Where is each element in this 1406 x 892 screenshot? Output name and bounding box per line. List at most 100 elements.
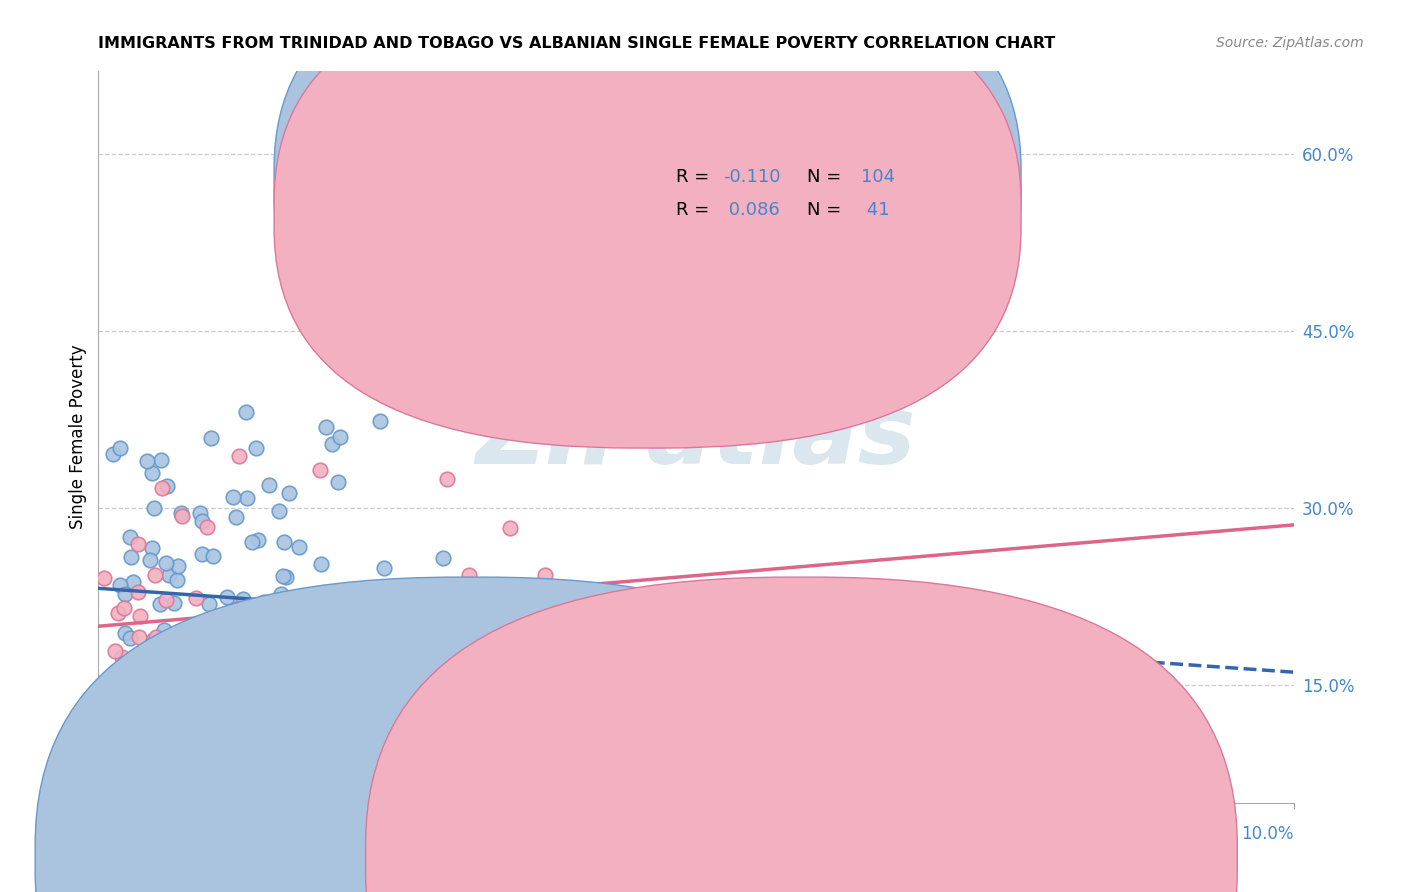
- Text: ZIPatlas: ZIPatlas: [475, 391, 917, 483]
- Point: [270, 587, 292, 601]
- Point: [288, 541, 311, 555]
- Point: [170, 506, 193, 520]
- Point: [419, 697, 441, 711]
- Point: [201, 742, 224, 756]
- Point: [392, 675, 415, 690]
- Text: R =: R =: [676, 202, 714, 219]
- Point: [159, 679, 181, 693]
- Point: [226, 617, 249, 632]
- Point: [190, 664, 212, 678]
- Point: [146, 692, 169, 706]
- Point: [184, 591, 207, 606]
- Point: [242, 662, 264, 676]
- Point: [325, 588, 347, 602]
- Point: [107, 606, 129, 620]
- Point: [141, 541, 163, 556]
- Point: [260, 601, 283, 615]
- Y-axis label: Single Female Poverty: Single Female Poverty: [69, 345, 87, 529]
- Point: [153, 623, 176, 637]
- Point: [593, 741, 616, 756]
- Text: N =: N =: [807, 169, 846, 186]
- Point: [360, 618, 382, 632]
- Point: [112, 683, 135, 698]
- Point: [315, 420, 337, 434]
- FancyBboxPatch shape: [274, 0, 1021, 415]
- Point: [524, 595, 547, 609]
- Point: [276, 570, 298, 584]
- Point: [180, 745, 202, 759]
- Point: [329, 430, 352, 444]
- Point: [225, 509, 247, 524]
- Point: [163, 596, 186, 610]
- Point: [166, 558, 188, 573]
- Point: [127, 585, 149, 599]
- Point: [273, 534, 295, 549]
- Point: [534, 568, 557, 582]
- Point: [236, 687, 259, 701]
- Point: [191, 547, 214, 561]
- Point: [364, 705, 387, 719]
- Point: [103, 644, 125, 658]
- Text: Source: ZipAtlas.com: Source: ZipAtlas.com: [1216, 36, 1364, 50]
- Point: [309, 463, 332, 477]
- Point: [359, 615, 381, 629]
- Point: [294, 784, 316, 798]
- Point: [120, 549, 142, 564]
- Point: [142, 501, 165, 516]
- Text: Albanians: Albanians: [823, 851, 897, 865]
- Point: [202, 660, 225, 674]
- Point: [108, 578, 131, 592]
- Text: 0.086: 0.086: [724, 202, 780, 219]
- Point: [247, 533, 270, 548]
- Text: 41: 41: [860, 202, 890, 219]
- Text: 104: 104: [860, 169, 896, 186]
- Point: [330, 765, 353, 780]
- Point: [198, 597, 221, 611]
- Point: [266, 779, 288, 793]
- Point: [166, 573, 188, 587]
- Point: [148, 658, 170, 673]
- Point: [190, 514, 212, 528]
- Point: [183, 643, 205, 657]
- Point: [328, 475, 350, 489]
- Point: [472, 618, 495, 632]
- Point: [135, 454, 157, 468]
- Point: [498, 627, 520, 641]
- Point: [278, 598, 301, 612]
- Point: [141, 467, 163, 481]
- Point: [228, 449, 250, 463]
- Point: [170, 509, 193, 524]
- Point: [271, 568, 294, 582]
- Point: [179, 659, 201, 673]
- Point: [145, 568, 167, 582]
- Point: [114, 587, 136, 601]
- Point: [245, 441, 267, 455]
- Point: [235, 405, 257, 419]
- Point: [299, 679, 322, 693]
- Point: [368, 413, 391, 427]
- Point: [128, 630, 150, 644]
- Point: [217, 590, 239, 604]
- Point: [277, 594, 299, 608]
- Point: [294, 622, 316, 636]
- Point: [436, 472, 458, 486]
- Point: [181, 712, 204, 726]
- Point: [150, 481, 173, 495]
- Text: 10.0%: 10.0%: [1241, 825, 1294, 843]
- Point: [101, 447, 124, 461]
- Text: -0.110: -0.110: [724, 169, 780, 186]
- Point: [93, 571, 115, 585]
- FancyBboxPatch shape: [274, 0, 1021, 448]
- Point: [138, 552, 160, 566]
- Point: [153, 723, 176, 737]
- Point: [149, 597, 172, 611]
- Point: [761, 582, 783, 597]
- Point: [226, 601, 249, 615]
- Point: [269, 712, 291, 726]
- Text: 0.0%: 0.0%: [98, 825, 141, 843]
- Point: [347, 638, 370, 652]
- Point: [155, 556, 177, 570]
- Point: [188, 507, 211, 521]
- Point: [352, 708, 374, 723]
- Point: [114, 625, 136, 640]
